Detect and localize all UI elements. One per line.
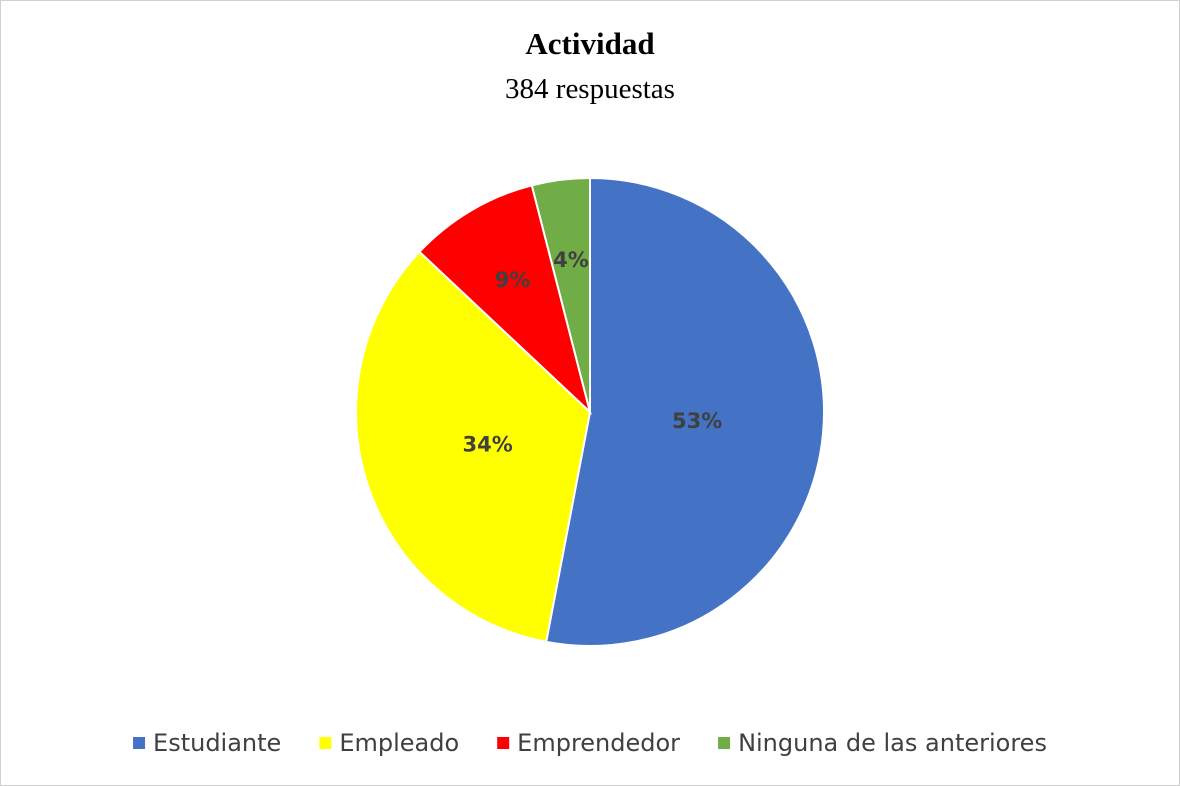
chart-subtitle: 384 respuestas xyxy=(505,73,675,105)
legend-label: Empleado xyxy=(339,729,459,757)
pie-slice xyxy=(355,250,592,644)
slice-label: 4% xyxy=(553,248,589,272)
legend-swatch xyxy=(718,737,731,749)
legend-label: Ninguna de las anteriores xyxy=(738,729,1047,757)
pie-slice xyxy=(544,176,825,647)
pie-slice xyxy=(530,176,591,413)
legend: Estudiante Empleado Emprendedor Ninguna de … xyxy=(133,729,1047,757)
legend-label: Emprendedor xyxy=(517,729,680,757)
slice-label: 9% xyxy=(495,268,531,292)
slice-label: 53% xyxy=(672,409,722,433)
pie-slice xyxy=(418,184,592,416)
slice-label: 34% xyxy=(462,432,512,456)
legend-label: Estudiante xyxy=(153,729,281,757)
legend-swatch xyxy=(497,737,510,749)
legend-swatch xyxy=(319,737,332,749)
chart-title: Actividad xyxy=(525,26,654,61)
pie xyxy=(355,176,825,647)
legend-swatch xyxy=(133,737,146,749)
slice-labels: 53% 34% 9% 4% xyxy=(462,248,722,456)
